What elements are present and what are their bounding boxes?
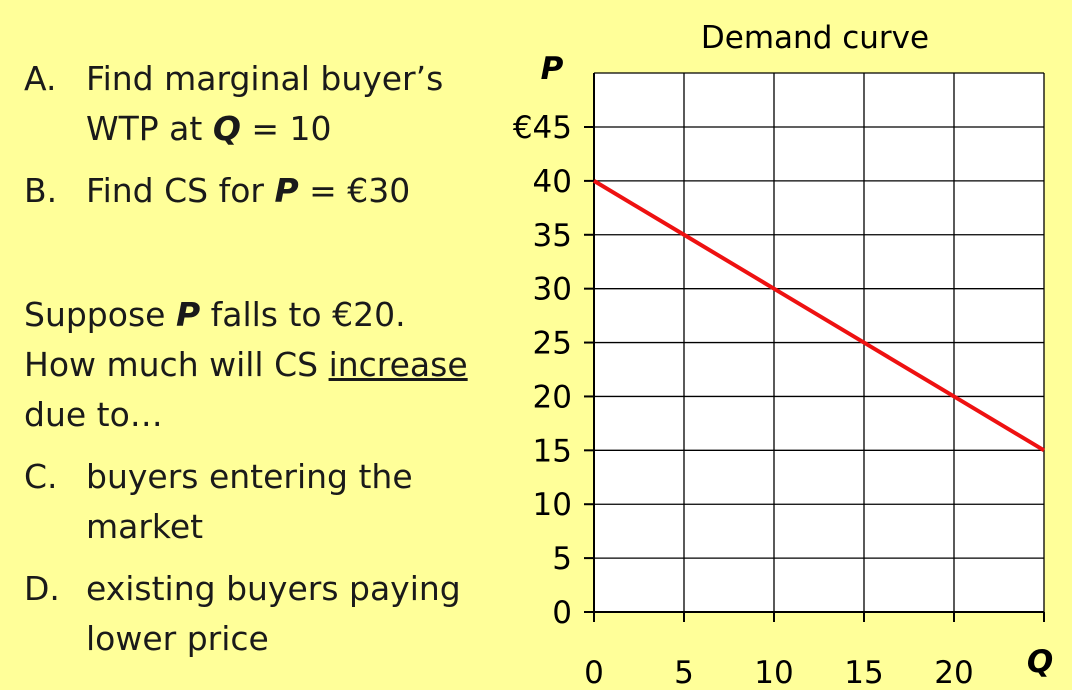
x-tick-label-15: 15 xyxy=(844,655,883,690)
y-tick-label-10: 10 xyxy=(533,487,572,523)
question-a-prefix: WTP at xyxy=(86,109,213,148)
y-tick-label-45: €45 xyxy=(513,110,572,146)
question-a-suffix: = 10 xyxy=(240,109,332,148)
variable-p: P xyxy=(274,171,299,210)
question-c-line1: buyers entering the xyxy=(86,457,413,496)
x-tick-labels: 0 5 10 15 20 xyxy=(584,655,974,690)
question-c-line2: market xyxy=(86,507,204,546)
horizontal-gridlines xyxy=(594,72,1044,559)
y-axis-label: P xyxy=(541,51,564,87)
due-to-line: due to… xyxy=(24,395,163,434)
increase-underlined: increase xyxy=(328,345,468,384)
suppose-prefix: Suppose xyxy=(24,295,176,334)
y-tick-label-0: 0 xyxy=(552,595,572,631)
y-tick-label-20: 20 xyxy=(533,379,572,415)
suppose-suffix: falls to €20. xyxy=(200,295,406,334)
question-d-line1: existing buyers paying xyxy=(86,569,461,608)
question-b-prefix: Find CS for xyxy=(86,171,275,210)
y-tick-label-15: 15 xyxy=(533,433,572,469)
chart-title: Demand curve xyxy=(701,20,929,56)
how-much-prefix: How much will CS xyxy=(24,345,329,384)
question-panel: A. Find marginal buyer’s WTP at Q = 10 B… xyxy=(0,0,500,690)
question-d-letter: D. xyxy=(24,569,60,608)
question-d-line2: lower price xyxy=(86,619,269,658)
question-b-letter: B. xyxy=(24,171,58,210)
axis-ticks xyxy=(584,126,1045,622)
suppose-line: Suppose P falls to €20. xyxy=(24,290,406,340)
y-tick-label-40: 40 xyxy=(533,164,572,200)
y-tick-label-35: 35 xyxy=(533,218,572,254)
x-axis-label: Q xyxy=(1027,644,1053,680)
variable-p: P xyxy=(175,295,201,334)
question-a-letter: A. xyxy=(24,59,57,98)
y-tick-label-5: 5 xyxy=(552,541,572,577)
x-tick-label-10: 10 xyxy=(754,655,793,690)
series-line-demand xyxy=(592,179,1046,453)
question-a-line1: Find marginal buyer’s xyxy=(86,59,444,98)
question-b-text: Find CS for P = €30 xyxy=(86,166,410,216)
x-tick-label-20: 20 xyxy=(934,655,973,690)
y-tick-label-25: 25 xyxy=(533,326,572,362)
question-a-line2: WTP at Q = 10 xyxy=(86,104,332,154)
question-c-letter: C. xyxy=(24,457,58,496)
question-b-suffix: = €30 xyxy=(298,171,411,210)
variable-q: Q xyxy=(212,109,241,148)
y-tick-labels: 0 5 10 15 20 25 30 35 40 €45 xyxy=(513,110,572,631)
how-much-line: How much will CS increase xyxy=(24,340,468,390)
x-tick-label-5: 5 xyxy=(674,655,694,690)
x-tick-label-0: 0 xyxy=(584,655,604,690)
y-tick-label-30: 30 xyxy=(533,272,572,308)
